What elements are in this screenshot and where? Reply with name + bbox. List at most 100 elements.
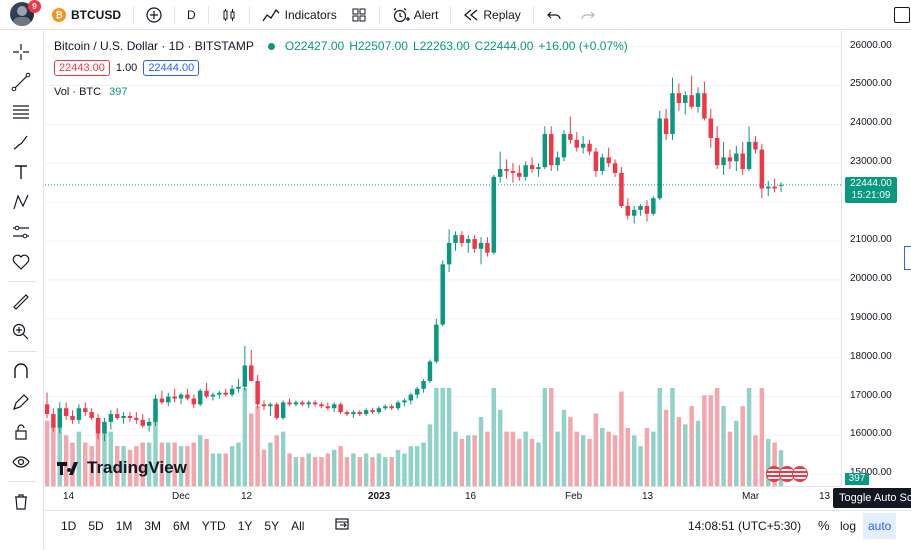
spread-value: 1.00 bbox=[115, 62, 138, 74]
volume-bar bbox=[657, 388, 662, 486]
candle-body bbox=[478, 242, 484, 249]
volume-bar bbox=[287, 453, 292, 486]
volume-bar bbox=[383, 457, 388, 486]
symbol-search-button[interactable]: ₿ BTCUSD bbox=[48, 0, 125, 30]
fullscreen-button[interactable] bbox=[894, 7, 910, 23]
grid-icon bbox=[352, 8, 366, 21]
indicators-button[interactable]: Indicators bbox=[258, 0, 341, 30]
volume-bar bbox=[389, 457, 394, 486]
volume-legend-title[interactable]: Vol · BTC bbox=[54, 86, 102, 98]
fib-tool[interactable] bbox=[10, 101, 32, 123]
candle-body bbox=[408, 394, 414, 401]
candle-body bbox=[51, 414, 56, 428]
candle-body bbox=[740, 153, 745, 170]
interval-button[interactable]: D bbox=[183, 0, 200, 30]
tradingview-logo[interactable]: TradingView bbox=[56, 458, 187, 478]
prediction-tool[interactable] bbox=[10, 221, 32, 243]
undo-button[interactable] bbox=[542, 0, 566, 30]
range-button-ytd[interactable]: YTD bbox=[201, 518, 226, 533]
events-icons[interactable] bbox=[766, 466, 808, 482]
goto-date-button[interactable] bbox=[334, 516, 350, 535]
candle-body bbox=[351, 412, 356, 415]
legend-title[interactable]: Bitcoin / U.S. Dollar · 1D · BITSTAMP bbox=[54, 39, 254, 53]
range-button-1m[interactable]: 1M bbox=[115, 518, 133, 533]
measure-tool[interactable] bbox=[10, 291, 32, 313]
candle-body bbox=[683, 95, 688, 103]
candle-body bbox=[721, 157, 726, 166]
candle-body bbox=[287, 402, 292, 405]
volume-bars bbox=[45, 388, 784, 486]
candle-body bbox=[421, 381, 426, 389]
volume-bar bbox=[255, 406, 260, 486]
volume-bar bbox=[472, 435, 477, 486]
icon-tool[interactable] bbox=[10, 251, 32, 273]
remove-drawings[interactable] bbox=[10, 491, 32, 513]
volume-bar bbox=[217, 453, 222, 486]
time-tick: Feb bbox=[565, 491, 583, 502]
auto-scale-toggle[interactable]: auto bbox=[863, 512, 897, 539]
range-button-3m[interactable]: 3M bbox=[144, 518, 162, 533]
chart-type-button[interactable] bbox=[217, 0, 241, 30]
redo-button[interactable] bbox=[576, 0, 600, 30]
range-button-5d[interactable]: 5D bbox=[88, 518, 104, 533]
us-flag-icon bbox=[792, 466, 808, 482]
candles-icon bbox=[223, 8, 235, 21]
crosshair-tool[interactable] bbox=[10, 41, 32, 63]
lock-drawing-mode[interactable] bbox=[10, 391, 32, 413]
legend-open: O22427.00 bbox=[284, 39, 345, 53]
time-tick: 12 bbox=[241, 491, 253, 502]
hide-drawings[interactable] bbox=[10, 451, 32, 473]
compare-symbol-button[interactable] bbox=[142, 0, 166, 30]
trend-line-tool[interactable] bbox=[10, 71, 32, 93]
volume-bar bbox=[580, 435, 586, 486]
text-tool[interactable] bbox=[10, 161, 32, 183]
time-axis[interactable]: 14 Dec 12 2023 16 Feb 13 Mar 13 bbox=[45, 486, 841, 508]
candle-body bbox=[510, 171, 516, 173]
volume-bar bbox=[159, 442, 165, 486]
candle-body bbox=[491, 176, 497, 253]
volume-tag: 397 bbox=[845, 473, 869, 485]
eye-icon bbox=[12, 456, 30, 468]
candle-body bbox=[440, 264, 445, 325]
brush-tool[interactable] bbox=[10, 131, 32, 153]
volume-bar bbox=[293, 457, 299, 486]
bid-price-button[interactable]: 22443.00 bbox=[54, 60, 110, 76]
layout-templates-button[interactable] bbox=[347, 0, 371, 30]
candle-body bbox=[695, 93, 701, 107]
volume-bar bbox=[95, 420, 101, 486]
alert-button[interactable]: Alert bbox=[388, 0, 443, 30]
candle-body bbox=[127, 416, 133, 418]
volume-bar bbox=[178, 446, 184, 486]
candle-body bbox=[574, 139, 579, 148]
percent-scale-toggle[interactable]: % bbox=[818, 518, 830, 533]
volume-bar bbox=[153, 409, 158, 486]
volume-bar bbox=[459, 438, 465, 486]
range-button-5y[interactable]: 5Y bbox=[264, 518, 280, 533]
range-button-6m[interactable]: 6M bbox=[173, 518, 190, 533]
candle-body bbox=[395, 402, 401, 409]
pattern-tool[interactable] bbox=[10, 191, 32, 213]
range-button-1d[interactable]: 1D bbox=[61, 518, 77, 533]
volume-bar bbox=[63, 435, 69, 486]
log-scale-toggle[interactable]: log bbox=[840, 518, 857, 533]
magnet-tool[interactable] bbox=[10, 361, 32, 383]
candle-body bbox=[121, 416, 126, 418]
volume-bar bbox=[714, 388, 720, 486]
lock-all-drawings[interactable] bbox=[10, 421, 32, 443]
volume-bar bbox=[670, 388, 675, 486]
clock-timezone[interactable]: 14:08:51 (UTC+5:30) bbox=[688, 518, 802, 533]
ruler-icon bbox=[13, 294, 29, 310]
candle-body bbox=[708, 118, 714, 138]
volume-bar bbox=[593, 413, 599, 486]
range-button-1y[interactable]: 1Y bbox=[237, 518, 253, 533]
replay-button[interactable]: Replay bbox=[459, 0, 524, 30]
price-axis[interactable]: 26000.0025000.0024000.0023000.0022000.00… bbox=[841, 31, 911, 486]
candle-body bbox=[714, 137, 720, 166]
price-chart[interactable] bbox=[45, 31, 841, 486]
ask-price-button[interactable]: 22444.00 bbox=[143, 60, 200, 76]
candle-body bbox=[466, 239, 471, 243]
volume-bar bbox=[166, 442, 171, 486]
zoom-tool[interactable] bbox=[10, 321, 32, 343]
range-button-all[interactable]: All bbox=[291, 518, 305, 533]
volume-legend-value: 397 bbox=[109, 86, 128, 98]
